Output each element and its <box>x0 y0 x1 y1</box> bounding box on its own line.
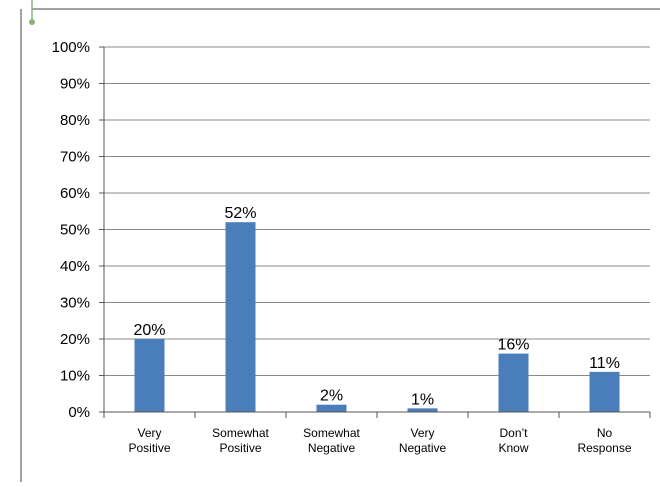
y-tick-label: 90% <box>60 76 90 93</box>
x-category-label-line: Somewhat <box>303 426 360 440</box>
x-category-label-line: Don’t <box>499 426 528 440</box>
bar <box>134 339 165 412</box>
x-category-label: Somewhat Negative <box>303 426 360 455</box>
labels: 0% 10% 20% 30% 40% 50% 60% 70% 80% 90% 100% 20% Very… <box>52 39 632 455</box>
bar <box>316 404 347 412</box>
x-category-label-line: Negative <box>399 441 447 455</box>
x-category-label-line: No <box>597 426 613 440</box>
gridlines <box>104 46 650 376</box>
y-tick-label: 30% <box>60 295 90 312</box>
x-category-label-line: Positive <box>219 441 261 455</box>
bar <box>225 222 256 412</box>
axes <box>99 46 651 418</box>
x-category-label-line: Very <box>410 426 434 440</box>
y-tick-label: 70% <box>60 149 90 166</box>
x-category-label-line: Somewhat <box>212 426 269 440</box>
x-category-label-line: Positive <box>128 441 170 455</box>
bars <box>134 222 620 412</box>
data-label: 52% <box>224 205 256 222</box>
data-label: 16% <box>497 337 529 354</box>
x-category-label: Very Positive <box>128 426 170 455</box>
y-tick-label: 60% <box>60 185 90 202</box>
y-tick-label: 0% <box>68 404 90 421</box>
y-tick-label: 40% <box>60 258 90 275</box>
x-category-label: Don’t Know <box>498 426 528 455</box>
data-label: 11% <box>589 355 620 372</box>
y-tick-label: 10% <box>60 368 90 385</box>
bar <box>589 371 620 412</box>
x-category-label-line: Know <box>498 441 528 455</box>
x-category-label: No Response <box>577 426 631 455</box>
x-category-label-line: Response <box>577 441 631 455</box>
x-category-label-line: Very <box>137 426 161 440</box>
data-label: 1% <box>411 391 434 408</box>
y-tick-label: 20% <box>60 331 90 348</box>
accent-dot <box>29 19 35 25</box>
x-category-label: Very Negative <box>399 426 447 455</box>
y-tick-label: 80% <box>60 112 90 129</box>
data-label: 2% <box>320 388 343 405</box>
x-category-label: Somewhat Positive <box>212 426 269 455</box>
data-label: 20% <box>133 322 165 339</box>
y-tick-label: 50% <box>60 222 90 239</box>
bar <box>407 408 438 412</box>
x-category-label-line: Negative <box>308 441 356 455</box>
bar <box>498 353 529 412</box>
y-tick-label: 100% <box>52 39 90 56</box>
